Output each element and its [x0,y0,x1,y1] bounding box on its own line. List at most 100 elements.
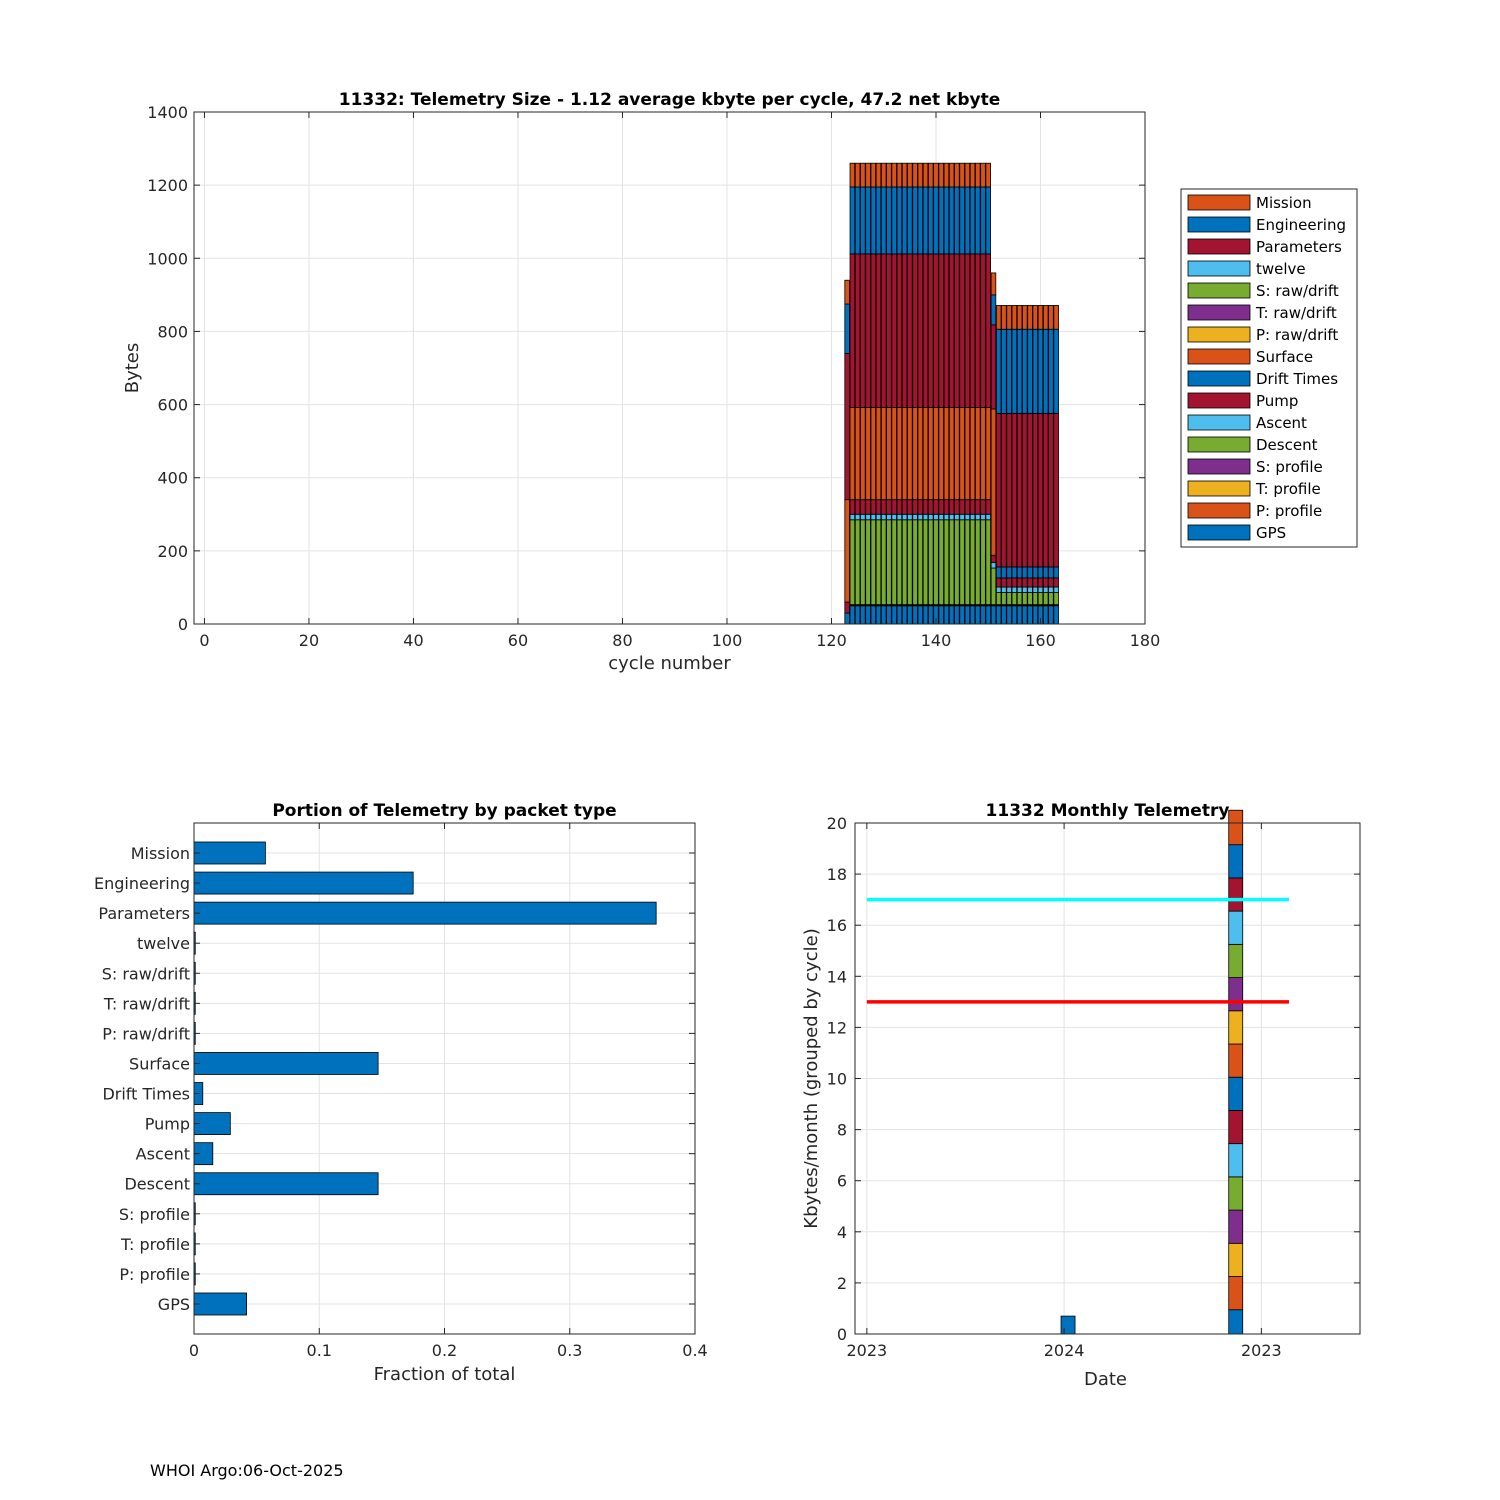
x-tick-label: 0.1 [307,1341,332,1360]
stacked-bar-segment [896,253,903,408]
stacked-bar-segment [912,407,918,501]
stacked-bar-segment [959,499,965,515]
stacked-bar-segment [1037,592,1044,606]
legend-swatch [1187,326,1251,343]
stacked-bar-segment [995,586,1002,593]
x-tick-label: 0 [189,1341,199,1360]
telemetry-size-title: 11332: Telemetry Size - 1.12 average kby… [339,90,1001,110]
stacked-bar-segment [849,499,856,515]
stacked-bar-segment [948,605,955,625]
stacked-bar-segment [985,605,991,625]
stacked-bar-segment [938,499,944,515]
legend-swatch [1187,502,1251,519]
stacked-bar-segment [1037,566,1044,579]
stacked-bar-segment [1032,577,1039,588]
stacked-bar-segment [917,162,924,188]
monthly-bar-segment [1228,809,1244,846]
stacked-bar-segment [1011,605,1018,625]
stacked-bar-segment [880,186,887,255]
telemetry-size-ticks: 0 20 40 60 80 100 120 140 160 180 0 200 400 600 800 100… [147,103,1160,650]
stacked-bar-segment [1011,586,1018,593]
stacked-bar-segment [875,499,882,515]
stacked-bar-segment [1022,605,1028,625]
stacked-bar-segment [938,519,944,606]
monthly-bar-segment [1228,1209,1244,1244]
stacked-bar-segment [917,407,924,501]
stacked-bar-segment [938,253,944,408]
stacked-bar-segment [849,519,856,606]
stacked-bar-segment [954,186,960,255]
x-tick-label: 20 [299,631,319,650]
stacked-bar-segment [1042,566,1049,579]
stacked-bar-segment [980,605,986,625]
x-tick-label: 0.2 [432,1341,457,1360]
stacked-bar-segment [1037,412,1044,568]
stacked-bar-segment [1001,586,1007,593]
x-tick-label: 180 [1130,631,1161,650]
stacked-bar-segment [844,352,850,501]
stacked-bar-segment [1016,605,1023,625]
monthly-ylabel: Kbytes/month (grouped by cycle) [801,928,822,1228]
stacked-bar-segment [969,407,976,501]
stacked-bar-segment [870,513,877,521]
stacked-bar-segment [995,592,1002,606]
legend-label: Drift Times [1256,370,1338,388]
stacked-bar-segment [969,162,976,188]
stacked-bar-segment [954,162,960,188]
y-tick-label: 14 [827,967,847,986]
stacked-bar-segment [985,253,991,408]
stacked-bar-segment [943,519,950,606]
stacked-bar-segment [1048,577,1054,588]
stacked-bar-segment [1011,328,1018,414]
x-tick-label: 160 [1025,631,1056,650]
stacked-bar-segment [912,513,918,521]
stacked-bar-segment [928,253,934,408]
y-tick-label: 2 [837,1274,847,1293]
stacked-bar-segment [975,253,981,408]
stacked-bar-segment [860,499,866,515]
monthly-bar-segment [1228,1110,1244,1145]
stacked-bar-segment [933,499,939,515]
stacked-bar-segment [917,513,924,521]
stacked-bar-segment [980,513,986,521]
telemetry-size-chart: 0 20 40 60 80 100 120 140 160 180 0 200 400 600 800 100… [122,90,1358,674]
stacked-bar-segment [1006,592,1012,606]
stacked-bar-segment [928,186,934,255]
portion-xlabel: Fraction of total [374,1364,516,1385]
stacked-bar-segment [985,499,991,515]
stacked-bar-segment [896,499,903,515]
stacked-bar-segment [1048,566,1054,579]
stacked-bar-segment [1016,586,1023,593]
stacked-bar-segment [870,407,877,501]
fraction-bar [193,1292,248,1316]
stacked-bar-segment [854,186,861,255]
stacked-bar-segment [1027,412,1033,568]
stacked-bar-segment [849,162,856,188]
stacked-bar-segment [901,519,908,606]
telemetry-size-xlabel: cycle number [608,653,731,674]
stacked-bar-segment [1016,592,1023,606]
y-category-label: Mission [131,844,190,863]
stacked-bar-segment [860,253,866,408]
y-tick-label: 16 [827,916,847,935]
stacked-bar-segment [854,513,861,521]
stacked-bar-segment [954,499,960,515]
x-tick-label: 60 [508,631,528,650]
stacked-bar-segment [865,499,871,515]
stacked-bar-segment [854,162,861,188]
stacked-bar-segment [964,253,971,408]
x-tick-label: 0 [199,631,209,650]
stacked-bar-segment [1011,566,1018,579]
stacked-bar-segment [1027,605,1033,625]
monthly-bar-segment [1228,1242,1244,1277]
stacked-bar-segment [959,186,965,255]
legend-swatch [1187,414,1251,431]
stacked-bar-segment [875,186,882,255]
stacked-bar-segment [1042,577,1049,588]
stacked-bar-segment [943,407,950,501]
stacked-bar-segment [854,499,861,515]
stacked-bar-segment [980,162,986,188]
x-tick-label: 0.4 [682,1341,707,1360]
stacked-bar-segment [860,162,866,188]
